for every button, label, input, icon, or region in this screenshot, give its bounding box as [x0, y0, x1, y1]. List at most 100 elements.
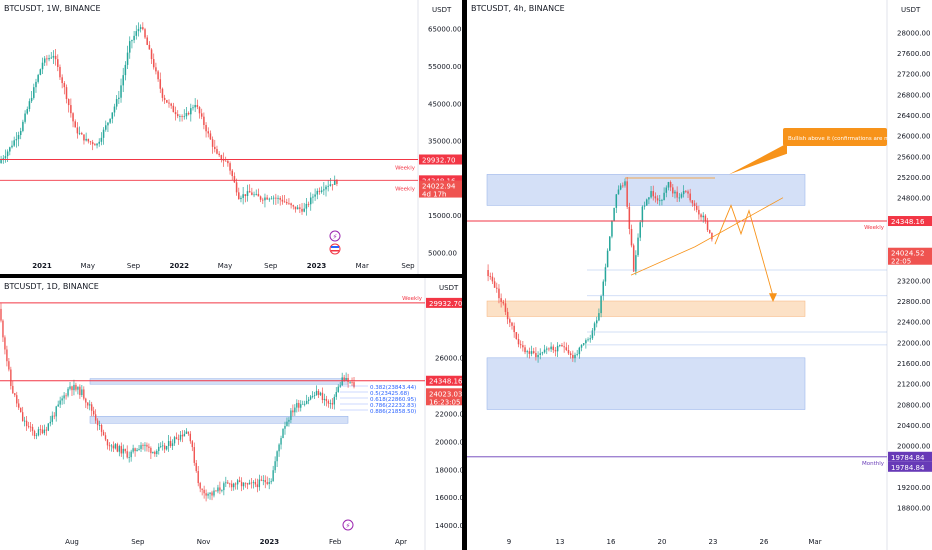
candle-body [574, 354, 576, 359]
candle-body [305, 203, 308, 209]
candle-body [535, 353, 537, 358]
x-tick-label: Sep [127, 262, 141, 270]
level-price-tag [419, 175, 462, 186]
candle-body [77, 386, 79, 390]
candle-body [109, 118, 111, 123]
candle-body [532, 351, 535, 354]
current-price-tag [419, 180, 462, 198]
candle-body [162, 445, 164, 447]
daily-chart-pane[interactable]: USDT 26000.00 22000.00 20000.00 18000.00 1600… [0, 278, 462, 550]
candle-body [73, 384, 75, 391]
current-price-text: 24022.94 [422, 183, 456, 191]
candle-body [353, 382, 355, 387]
candle-body [602, 281, 605, 296]
candle-body [259, 196, 262, 200]
candle-body [545, 348, 548, 350]
weekly-chart[interactable]: USDT 65000.00 55000.00 45000.00 35000.00 1500… [0, 0, 462, 274]
candle-body [53, 415, 55, 417]
candle-body [176, 114, 179, 117]
candle-body [561, 344, 563, 347]
candle-body [256, 484, 259, 488]
candle-body [333, 396, 335, 405]
pane-separator-vertical[interactable] [462, 0, 467, 550]
countdown-text: 16:23:05 [429, 398, 460, 406]
candle-body [61, 398, 63, 401]
candle-body [45, 429, 48, 431]
candle-body [229, 483, 231, 485]
h4-chart[interactable]: USDT 28000.00 27600.00 27200.00 26800.00 2640… [467, 0, 932, 550]
projection-arrow-head [769, 293, 777, 303]
trend-line [630, 197, 784, 276]
candle-body [131, 40, 133, 42]
candle-body [144, 29, 146, 38]
weekly-chart-pane[interactable]: USDT 65000.00 55000.00 45000.00 35000.00 1500… [0, 0, 462, 274]
h4-chart-pane[interactable]: USDT 28000.00 27600.00 27200.00 26800.00 2640… [467, 0, 932, 550]
candle-body [191, 441, 193, 448]
candle-body [598, 313, 600, 321]
candle-body [327, 401, 330, 404]
candle-body [199, 483, 201, 489]
candle-body [341, 377, 343, 386]
x-tick-label: 2022 [170, 262, 190, 270]
candle-body [104, 125, 107, 130]
candle-body [172, 105, 175, 113]
candle-body [63, 395, 65, 399]
candle-body [624, 181, 626, 186]
candle-body [30, 97, 33, 102]
candle-body [26, 109, 29, 114]
candle-body [87, 138, 90, 142]
candle-body [589, 338, 591, 340]
countdown-text: 22:05 [891, 258, 911, 266]
level-label: Weekly [395, 186, 416, 192]
candle-body [290, 203, 292, 206]
candle-body [104, 435, 107, 440]
candle-body [236, 480, 239, 485]
candle-body [57, 404, 59, 407]
candle-body [136, 449, 138, 452]
candle-body [257, 193, 260, 197]
candle-body [335, 391, 337, 397]
candle-body [513, 325, 515, 333]
level-label: Weekly [395, 166, 416, 172]
candle-body [31, 426, 34, 432]
y-tick-label: 27200.00 [897, 71, 930, 79]
candle-body [4, 337, 6, 350]
candle-body [83, 389, 85, 399]
candle-body [41, 429, 44, 434]
current-price-text: 24023.03 [429, 390, 462, 398]
current-price-tag [426, 388, 462, 406]
candle-body [698, 209, 700, 215]
x-tick-label: Apr [395, 538, 407, 546]
candle-body [28, 101, 31, 110]
candle-body [211, 492, 213, 496]
y-tick-label: 22400.00 [897, 319, 930, 327]
y-tick-label: 23200.00 [897, 277, 930, 285]
candle-body [278, 444, 280, 452]
candle-body [174, 112, 177, 115]
candle-body [680, 194, 683, 198]
candle-body [233, 483, 235, 488]
y-tick-label: 26000.00 [435, 355, 462, 363]
candle-body [593, 323, 596, 331]
candle-body [296, 402, 298, 408]
candle-body [665, 187, 668, 193]
candle-body [695, 205, 698, 210]
current-price-text: 24024.52 [891, 250, 924, 258]
daily-chart[interactable]: USDT 26000.00 22000.00 20000.00 18000.00 1600… [0, 278, 462, 550]
candle-body [313, 395, 316, 397]
candle-body [345, 378, 347, 381]
candle-body [55, 406, 57, 417]
candle-body [39, 429, 42, 431]
candle-body [128, 41, 131, 53]
candle-body [185, 431, 188, 434]
candle-body [220, 155, 223, 160]
level-label: Monthly [862, 461, 885, 467]
pane-separator-horizontal[interactable] [0, 274, 462, 278]
candle-body [704, 215, 707, 222]
candle-body [94, 414, 97, 421]
candle-body [337, 386, 339, 392]
candle-body [85, 398, 87, 403]
candle-body [559, 344, 561, 346]
us-flag-icon [329, 243, 341, 255]
candle-body [682, 190, 685, 195]
